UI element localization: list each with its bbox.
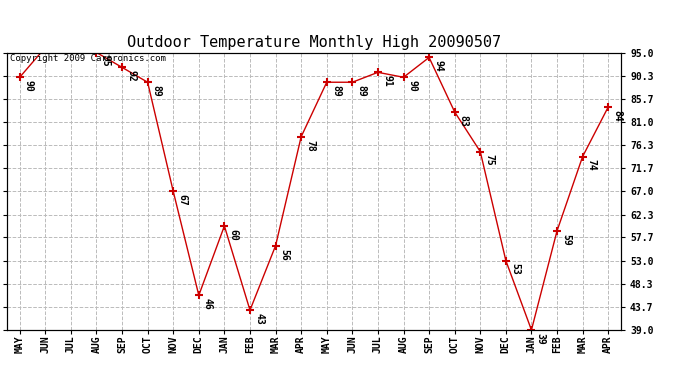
Text: 83: 83 — [459, 115, 469, 126]
Text: 94: 94 — [433, 60, 443, 72]
Text: 89: 89 — [152, 85, 161, 97]
Title: Outdoor Temperature Monthly High 20090507: Outdoor Temperature Monthly High 2009050… — [127, 35, 501, 50]
Text: 90: 90 — [408, 80, 417, 92]
Text: 43: 43 — [254, 313, 264, 325]
Text: 46: 46 — [203, 298, 213, 310]
Text: 89: 89 — [331, 85, 341, 97]
Text: 59: 59 — [561, 234, 571, 245]
Text: 91: 91 — [382, 75, 392, 87]
Text: 78: 78 — [305, 140, 315, 151]
Text: 75: 75 — [484, 154, 495, 166]
Text: 53: 53 — [510, 263, 520, 275]
Text: 89: 89 — [357, 85, 366, 97]
Text: 84: 84 — [612, 110, 622, 122]
Text: 74: 74 — [586, 159, 597, 171]
Text: 99: 99 — [0, 374, 1, 375]
Text: 67: 67 — [177, 194, 188, 206]
Text: 60: 60 — [228, 229, 239, 240]
Text: 39: 39 — [535, 333, 546, 345]
Text: 92: 92 — [126, 70, 136, 82]
Text: 56: 56 — [279, 249, 290, 260]
Text: Copyright 2009 Cartronics.com: Copyright 2009 Cartronics.com — [10, 54, 166, 63]
Text: 90: 90 — [24, 80, 34, 92]
Text: 95: 95 — [101, 55, 110, 67]
Text: 96: 96 — [0, 374, 1, 375]
